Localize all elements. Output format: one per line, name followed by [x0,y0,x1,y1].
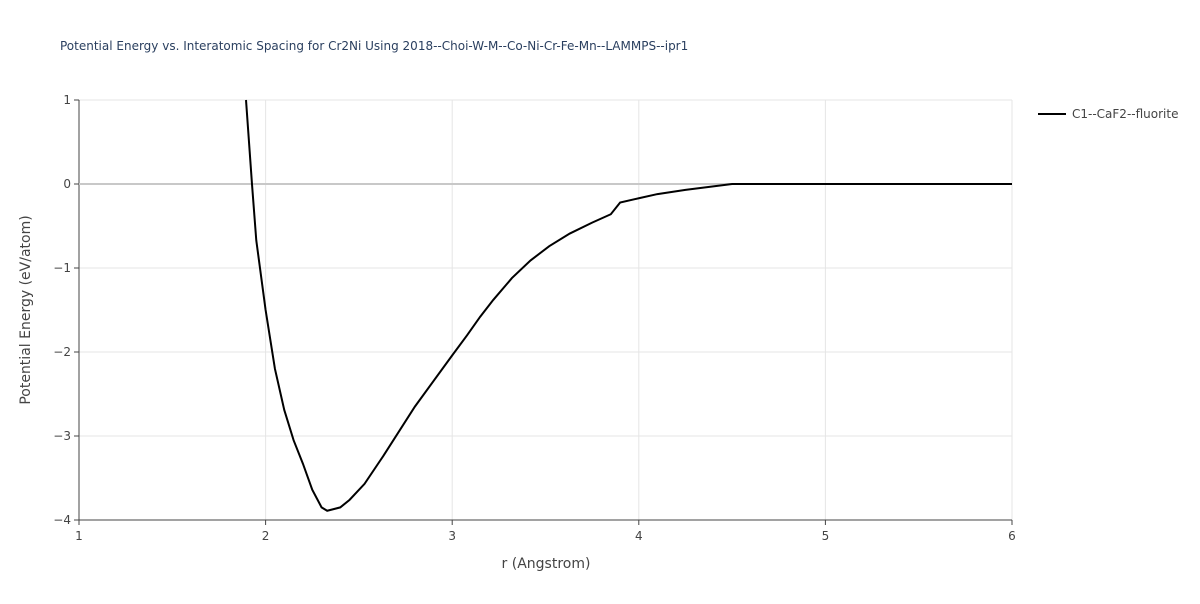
data-line [245,99,1012,512]
y-tick-label: −3 [53,429,71,443]
x-tick-label: 6 [1008,529,1016,543]
x-tick-label: 4 [635,529,643,543]
y-tick-label: −4 [53,513,71,527]
legend-label: C1--CaF2--fluorite [1072,107,1178,121]
x-axis-title: r (Angstrom) [502,556,591,572]
y-tick-label: −2 [53,345,71,359]
x-tick-label: 3 [448,529,456,543]
x-tick-label: 2 [262,529,270,543]
y-axis-title: Potential Energy (eV/atom) [18,215,34,404]
y-tick-label: 1 [63,93,71,107]
y-tick-label: 0 [63,177,71,191]
y-tick-label: −1 [53,261,71,275]
x-tick-label: 5 [822,529,830,543]
x-tick-label: 1 [75,529,83,543]
chart-title: Potential Energy vs. Interatomic Spacing… [60,39,688,53]
